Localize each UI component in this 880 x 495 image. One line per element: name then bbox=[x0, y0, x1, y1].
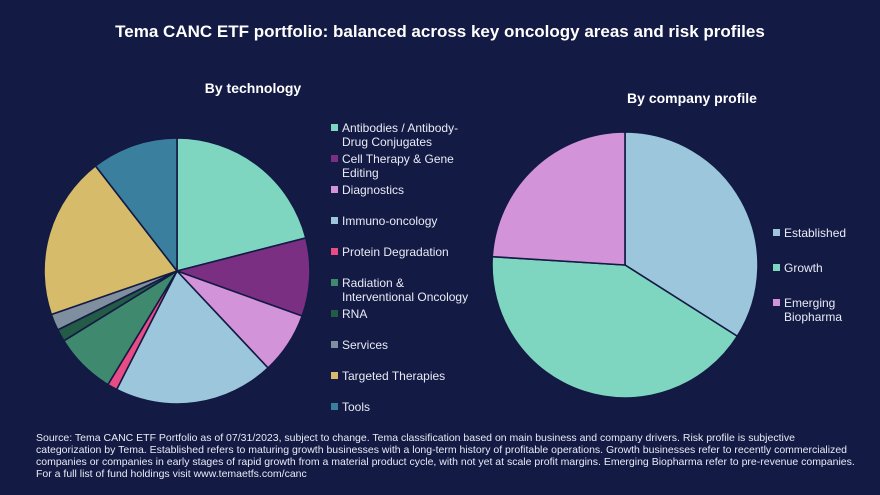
legend-label-line: Targeted Therapies bbox=[342, 369, 446, 383]
page-title: Tema CANC ETF portfolio: balanced across… bbox=[115, 22, 765, 41]
legend-label-line: Growth bbox=[784, 261, 823, 275]
technology-legend-swatch bbox=[331, 217, 338, 224]
technology-legend-label: Targeted Therapies bbox=[342, 369, 492, 383]
legend-label-line: Biopharma bbox=[784, 310, 843, 324]
technology-legend-swatch bbox=[331, 186, 338, 193]
legend-label-line: Tools bbox=[342, 400, 371, 414]
company-profile-chart-title: By company profile bbox=[627, 90, 757, 106]
technology-slice-cell-therapy-gene-editing bbox=[174, 236, 311, 318]
legend-label-line: Protein Degradation bbox=[342, 245, 449, 259]
technology-legend-swatch bbox=[331, 248, 338, 255]
technology-slice-antibodies-antibody-drug-conjugates bbox=[176, 137, 307, 273]
technology-legend-label: Tools bbox=[342, 400, 492, 414]
technology-legend-label: Diagnostics bbox=[342, 183, 492, 197]
company-profile-legend-label: Established bbox=[784, 226, 880, 240]
legend-label-line: Antibodies / Antibody- bbox=[342, 121, 459, 135]
legend-label-line: Drug Conjugates bbox=[342, 135, 433, 149]
technology-slice-immuno-oncology bbox=[115, 269, 270, 405]
company-profile-slice-growth bbox=[491, 255, 739, 399]
technology-chart-title: By technology bbox=[204, 80, 302, 96]
technology-slice-tools bbox=[94, 137, 178, 274]
company-profile-legend-swatch bbox=[773, 299, 780, 306]
company-profile-legend-swatch bbox=[773, 229, 780, 236]
legend-label-line: Established bbox=[784, 226, 847, 240]
technology-legend-swatch bbox=[331, 279, 338, 286]
legend-label-line: Diagnostics bbox=[342, 183, 405, 197]
legend-label-line: Editing bbox=[342, 166, 379, 180]
technology-legend-label: Immuno-oncology bbox=[342, 214, 492, 228]
technology-slice-targeted-therapies bbox=[43, 164, 179, 316]
source-footnote: Source: Tema CANC ETF Portfolio as of 07… bbox=[36, 432, 855, 480]
technology-legend-swatch bbox=[331, 403, 338, 410]
legend-label-line: RNA bbox=[342, 307, 368, 321]
technology-legend-label: Protein Degradation bbox=[342, 245, 492, 259]
legend-label-line: Interventional Oncology bbox=[342, 290, 469, 304]
technology-legend-swatch bbox=[331, 155, 338, 162]
technology-legend-swatch bbox=[331, 372, 338, 379]
legend-label-line: Emerging bbox=[784, 296, 836, 310]
technology-legend-label: Services bbox=[342, 338, 492, 352]
legend-label-line: Services bbox=[342, 338, 389, 352]
technology-legend-swatch bbox=[331, 310, 338, 317]
company-profile-legend-swatch bbox=[773, 264, 780, 271]
company-profile-legend-label: Emerging Biopharma bbox=[784, 296, 880, 324]
legend-label-line: Radiation & bbox=[342, 276, 405, 290]
technology-legend-label: Cell Therapy & Gene Editing bbox=[342, 152, 492, 180]
technology-legend-label: Radiation & Interventional Oncology bbox=[342, 276, 492, 304]
technology-legend-swatch bbox=[331, 124, 338, 131]
technology-legend-label: Antibodies / Antibody- Drug Conjugates bbox=[342, 121, 492, 149]
technology-legend-label: RNA bbox=[342, 307, 492, 321]
technology-legend-swatch bbox=[331, 341, 338, 348]
legend-label-line: Immuno-oncology bbox=[342, 214, 438, 228]
company-profile-slice-emerging-biopharma bbox=[491, 131, 626, 266]
company-profile-legend-label: Growth bbox=[784, 261, 880, 275]
legend-label-line: Cell Therapy & Gene bbox=[342, 152, 454, 166]
